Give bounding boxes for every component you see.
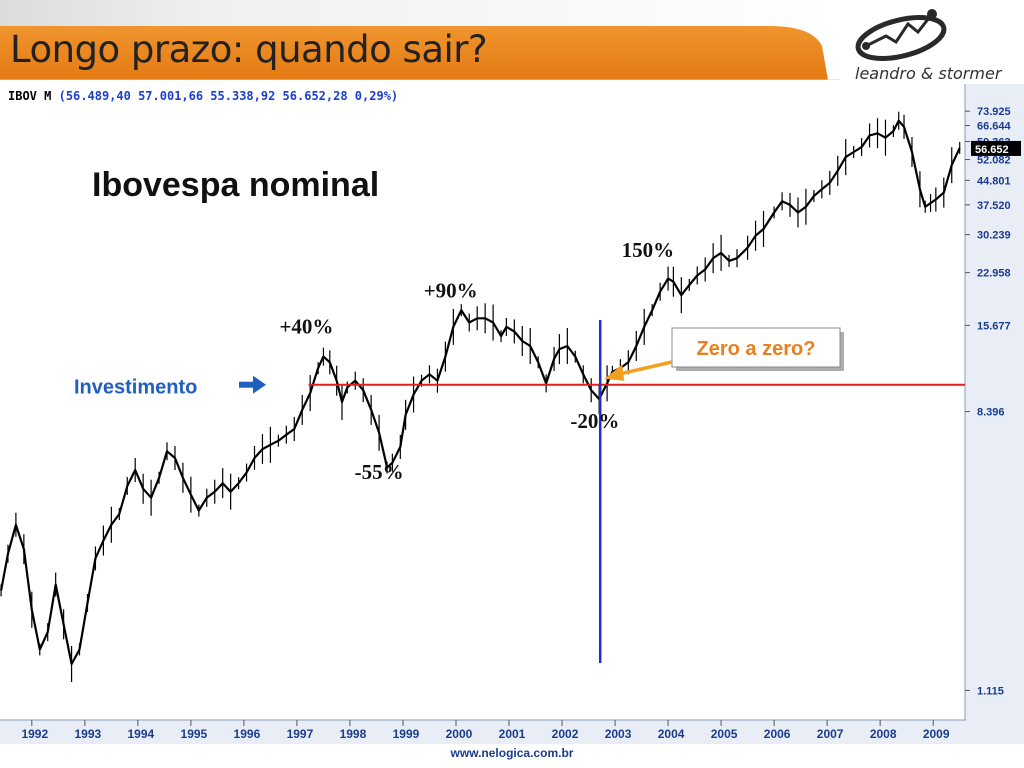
percent-annotation: +40% (279, 314, 333, 338)
arrow-shaft (239, 381, 255, 388)
x-tick-label: 2005 (711, 727, 738, 741)
last-value-badge (971, 140, 1021, 156)
x-tick-label: 2001 (499, 727, 526, 741)
chart-ohlc-values: (56.489,40 57.001,66 55.338,92 56.652,28… (58, 89, 399, 103)
percent-annotation: 150% (622, 238, 675, 262)
footer-url: www.nelogica.com.br (450, 746, 574, 760)
x-tick-label: 1998 (340, 727, 367, 741)
callout-arrow-head (604, 364, 625, 381)
y-tick-label: 66.644 (977, 120, 1012, 132)
x-tick-label: 1997 (287, 727, 314, 741)
logo-swoosh-icon (855, 9, 947, 61)
x-tick-label: 2004 (658, 727, 685, 741)
chart-overlays (308, 320, 965, 663)
y-tick-label: 22.958 (977, 268, 1011, 280)
callout-arrow-line (615, 360, 673, 377)
y-tick-label: 30.239 (977, 230, 1011, 242)
x-tick-label: 1992 (21, 727, 48, 741)
callout: Zero a zero? (604, 327, 844, 381)
chart-symbol: IBOV M (8, 89, 52, 103)
logo: leandro & stormer (846, 2, 1024, 84)
percent-annotation: -55% (355, 460, 404, 484)
x-tick-label: 1994 (128, 727, 155, 741)
price-line (0, 119, 961, 666)
callout-text: Zero a zero? (697, 338, 816, 360)
y-tick-label: 52.082 (977, 155, 1011, 167)
y-tick-label: 37.520 (977, 200, 1011, 212)
percent-annotation: +90% (424, 278, 478, 302)
arrow-head (253, 375, 266, 394)
title-bar: Longo prazo: quando sair? (0, 0, 840, 80)
investment-label: Investimento (74, 377, 197, 399)
x-tick-label: 1996 (234, 727, 261, 741)
x-tick-label: 2006 (764, 727, 791, 741)
footer: www.nelogica.com.br (0, 746, 1024, 760)
chart-title: Ibovespa nominal (92, 166, 379, 204)
y-tick-label: 44.801 (977, 175, 1011, 187)
x-tick-label: 2000 (446, 727, 473, 741)
title-bar-shape (0, 0, 840, 80)
y-axis-panel (965, 84, 1024, 724)
x-tick-label: 2009 (923, 727, 950, 741)
slide-title: Longo prazo: quando sair? (10, 28, 488, 71)
x-axis-panel (0, 720, 1024, 744)
logo-text: leandro & stormer (855, 64, 1002, 83)
x-tick-label: 1999 (393, 727, 420, 741)
x-tick-label: 2003 (605, 727, 632, 741)
chart-info-line: IBOV M (56.489,40 57.001,66 55.338,92 56… (8, 89, 398, 103)
last-value-label: 56.652 (975, 144, 1009, 156)
y-tick-label: 1.115 (977, 685, 1004, 697)
percent-annotation: -20% (570, 409, 619, 433)
x-tick-label: 2008 (870, 727, 897, 741)
y-tick-label: 73.925 (977, 106, 1011, 118)
x-axis: 1992 1993 1994 1995 1996 1997 1998 1999 2000 2001… (21, 720, 950, 741)
x-tick-label: 1995 (181, 727, 208, 741)
x-tick-label: 2002 (552, 727, 579, 741)
axes-frame (0, 84, 1024, 744)
y-tick-label: 15.677 (977, 320, 1011, 332)
y-tick-label: 8.396 (977, 407, 1005, 419)
x-tick-label: 2007 (817, 727, 844, 741)
y-axis: 73.92566.64459.36352.08244.80137.52030.2… (965, 106, 1021, 697)
x-tick-label: 1993 (74, 727, 101, 741)
price-series (0, 111, 961, 683)
right-arrow-icon (239, 375, 266, 394)
chart-annotations: +40% -55% +90% -20% 150% Ibovespa nominal Inve… (74, 166, 844, 484)
callout-box (671, 327, 841, 368)
